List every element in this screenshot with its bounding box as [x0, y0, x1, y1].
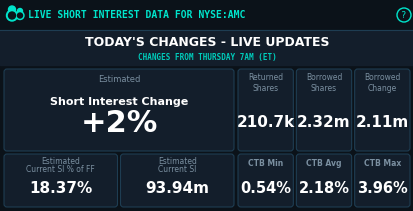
Text: Borrowed
Change: Borrowed Change	[363, 73, 399, 93]
Text: CTB Avg: CTB Avg	[306, 158, 341, 168]
Circle shape	[7, 10, 17, 21]
Text: 93.94m: 93.94m	[145, 181, 209, 196]
Text: Estimated: Estimated	[157, 157, 196, 165]
Circle shape	[9, 6, 15, 13]
Text: CTB Max: CTB Max	[363, 158, 400, 168]
FancyBboxPatch shape	[237, 69, 293, 151]
Text: 18.37%: 18.37%	[29, 181, 92, 196]
Text: 2.18%: 2.18%	[298, 181, 349, 196]
Text: +2%: +2%	[80, 110, 157, 138]
Text: Current SI: Current SI	[158, 165, 196, 174]
Circle shape	[16, 12, 24, 19]
Text: 3.96%: 3.96%	[356, 181, 407, 196]
Text: 2.32m: 2.32m	[297, 115, 350, 130]
Text: Short Interest Change: Short Interest Change	[50, 97, 188, 107]
Text: Estimated: Estimated	[41, 157, 80, 165]
FancyBboxPatch shape	[354, 154, 409, 207]
FancyBboxPatch shape	[237, 154, 293, 207]
Text: LIVE SHORT INTEREST DATA FOR NYSE:AMC: LIVE SHORT INTEREST DATA FOR NYSE:AMC	[28, 10, 245, 20]
Text: Returned
Shares: Returned Shares	[247, 73, 282, 93]
Text: 2.11m: 2.11m	[355, 115, 408, 130]
FancyBboxPatch shape	[120, 154, 233, 207]
Bar	[0, 30, 413, 65]
Bar	[0, 0, 413, 30]
Text: Estimated: Estimated	[97, 74, 140, 84]
Circle shape	[17, 13, 22, 18]
FancyBboxPatch shape	[4, 69, 233, 151]
FancyBboxPatch shape	[354, 69, 409, 151]
Circle shape	[9, 12, 15, 19]
FancyBboxPatch shape	[296, 69, 351, 151]
Text: TODAY'S CHANGES - LIVE UPDATES: TODAY'S CHANGES - LIVE UPDATES	[85, 36, 328, 49]
Text: 210.7k: 210.7k	[236, 115, 294, 130]
Text: CTB Min: CTB Min	[247, 158, 282, 168]
Circle shape	[17, 8, 22, 14]
Text: Borrowed
Shares: Borrowed Shares	[305, 73, 342, 93]
FancyBboxPatch shape	[4, 154, 117, 207]
Text: Current SI % of FF: Current SI % of FF	[26, 165, 95, 174]
Text: CHANGES FROM THURSDAY 7AM (ET): CHANGES FROM THURSDAY 7AM (ET)	[137, 53, 276, 62]
FancyBboxPatch shape	[296, 154, 351, 207]
Text: ?: ?	[400, 11, 406, 19]
Text: 0.54%: 0.54%	[240, 181, 290, 196]
